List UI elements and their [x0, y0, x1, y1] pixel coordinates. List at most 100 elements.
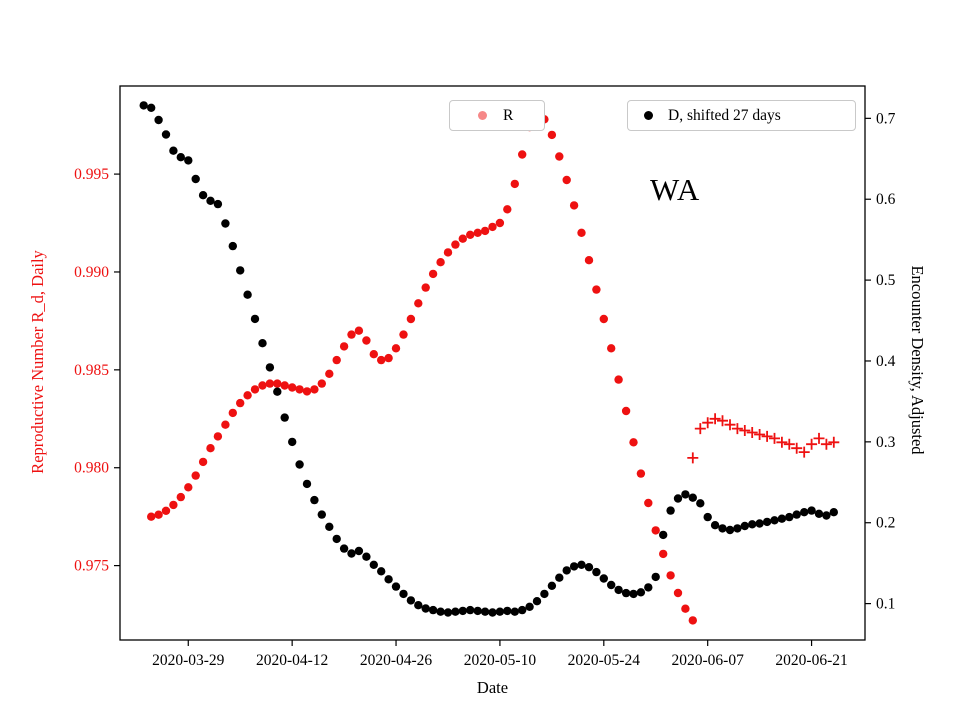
point-R — [518, 150, 527, 159]
point-R — [236, 398, 245, 408]
point-D-shifted-27-days — [673, 494, 683, 503]
point-D-shifted-27-days — [473, 606, 482, 616]
point-R — [443, 248, 453, 257]
point-D-shifted-27-days — [659, 530, 668, 540]
point-D-shifted-27-days — [733, 524, 742, 533]
point-R-recent — [806, 438, 818, 450]
left-axis-label: Reproductive Number R_d, Daily — [28, 250, 47, 474]
point-R — [332, 355, 341, 365]
point-D-shifted-27-days — [362, 552, 371, 561]
point-D-shifted-27-days — [592, 567, 601, 577]
point-D-shifted-27-days — [703, 512, 712, 522]
point-D-shifted-27-days — [488, 608, 497, 617]
point-R — [243, 391, 252, 400]
point-R — [666, 571, 675, 580]
point-R — [659, 549, 668, 559]
point-R — [614, 375, 623, 384]
point-R — [339, 342, 349, 351]
point-D-shifted-27-days — [414, 601, 423, 610]
point-D-shifted-27-days — [406, 596, 416, 605]
legend-r: R — [449, 100, 545, 131]
point-D-shifted-27-days — [280, 413, 289, 422]
point-R-recent — [687, 452, 699, 464]
point-R-recent — [724, 419, 736, 431]
point-D-shifted-27-days — [607, 580, 616, 590]
point-R — [169, 500, 178, 510]
point-R — [280, 381, 289, 390]
point-D-shifted-27-days — [651, 572, 660, 582]
point-D-shifted-27-days — [250, 314, 260, 324]
point-R — [569, 201, 579, 210]
point-D-shifted-27-days — [228, 241, 237, 251]
point-R — [228, 408, 237, 418]
axes-frame — [119, 85, 866, 641]
point-D-shifted-27-days — [428, 605, 438, 615]
right-tick-label: 0.2 — [876, 515, 895, 532]
left-tick-label: 0.980 — [74, 460, 109, 477]
point-R — [421, 283, 430, 292]
point-R — [384, 353, 393, 363]
point-D-shifted-27-days — [184, 156, 193, 165]
point-D-shifted-27-days — [206, 196, 215, 205]
x-tick-label: 2020-06-21 — [775, 652, 847, 669]
point-R — [198, 457, 208, 467]
point-D-shifted-27-days — [436, 607, 445, 616]
point-R — [555, 152, 564, 161]
point-D-shifted-27-days — [666, 506, 675, 515]
point-R — [629, 438, 638, 447]
point-R-recent — [702, 417, 714, 429]
point-R — [466, 230, 475, 239]
point-D-shifted-27-days — [547, 581, 557, 590]
point-D-shifted-27-days — [191, 174, 200, 184]
point-R — [377, 355, 386, 365]
point-R-recent — [776, 436, 788, 448]
point-D-shifted-27-days — [540, 589, 549, 599]
point-R-recent — [828, 436, 840, 448]
point-R-recent — [761, 430, 773, 442]
point-R — [458, 234, 467, 243]
point-R — [562, 175, 571, 185]
red-dot-marker-icon — [478, 111, 487, 120]
point-D-shifted-27-days — [466, 605, 475, 615]
point-R — [406, 314, 416, 324]
point-D-shifted-27-days — [243, 290, 252, 299]
x-tick-label: 2020-04-26 — [360, 652, 433, 669]
point-R-recent — [813, 432, 825, 444]
right-tick-label: 0.4 — [876, 353, 896, 370]
point-R-recent — [791, 442, 803, 454]
point-R-recent — [731, 423, 743, 435]
point-D-shifted-27-days — [139, 101, 148, 110]
x-tick-label: 2020-04-12 — [256, 652, 328, 669]
point-R-recent — [709, 413, 721, 425]
point-D-shifted-27-days — [273, 387, 282, 396]
point-R — [577, 228, 586, 237]
legend-d-label: D, shifted 27 days — [668, 106, 781, 124]
point-R — [147, 512, 156, 521]
point-D-shifted-27-days — [770, 516, 779, 525]
point-R — [436, 258, 445, 267]
point-R — [451, 240, 460, 249]
point-R — [258, 381, 267, 390]
point-D-shifted-27-days — [621, 588, 631, 598]
point-R — [607, 344, 616, 353]
point-R — [584, 256, 594, 265]
point-R-recent — [798, 446, 810, 458]
point-R — [221, 420, 230, 429]
point-R — [414, 299, 423, 308]
point-R — [347, 330, 356, 339]
point-D-shifted-27-days — [800, 508, 809, 517]
x-tick-label: 2020-06-07 — [672, 652, 745, 669]
point-D-shifted-27-days — [288, 437, 297, 447]
point-D-shifted-27-days — [213, 199, 223, 209]
point-D-shifted-27-days — [503, 606, 512, 616]
point-D-shifted-27-days — [748, 520, 757, 529]
point-D-shifted-27-days — [525, 602, 534, 611]
point-D-shifted-27-days — [347, 549, 356, 558]
x-axis-label: Date — [476, 678, 509, 697]
left-tick-label: 0.975 — [74, 558, 109, 575]
point-D-shifted-27-days — [310, 495, 319, 505]
state-annotation: WA — [650, 172, 701, 207]
point-D-shifted-27-days — [518, 605, 527, 615]
left-tick-label: 0.995 — [74, 166, 109, 183]
